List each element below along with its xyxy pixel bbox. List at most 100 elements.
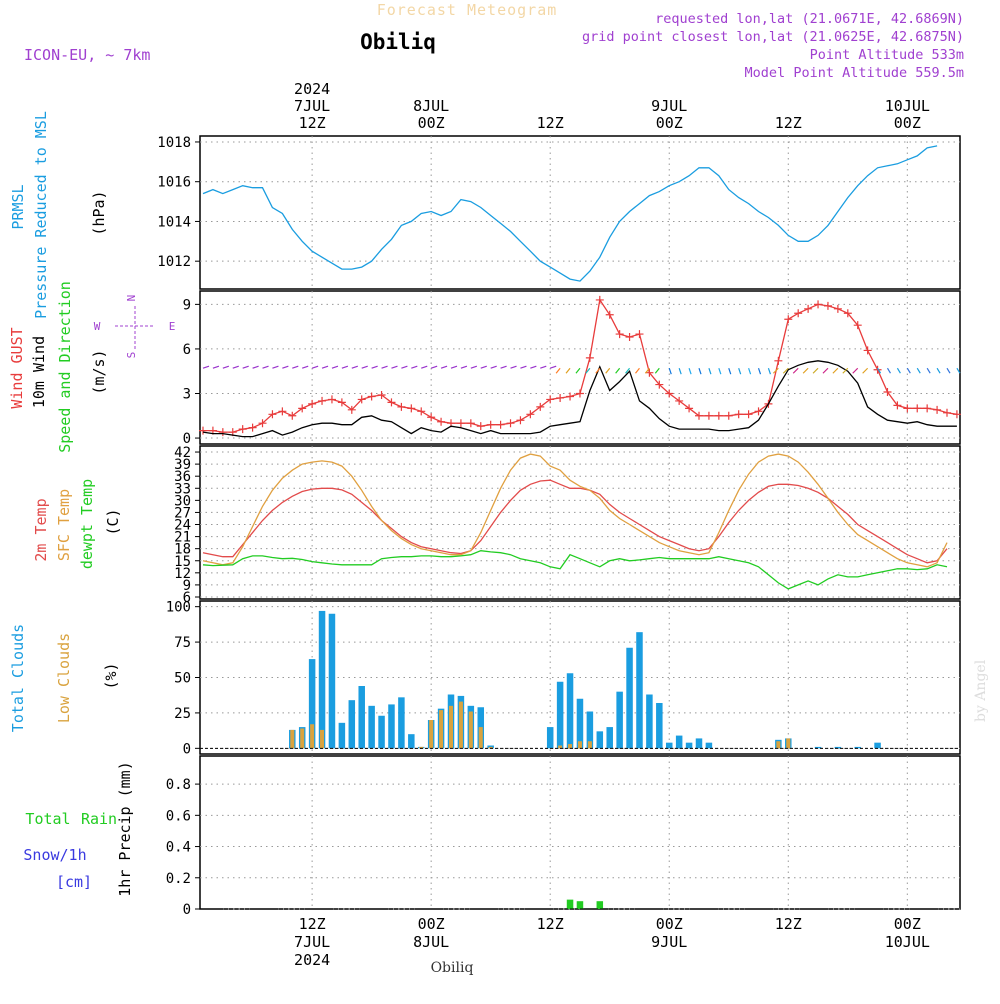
wind-direction-arrow: [341, 365, 349, 369]
pressure-ytick-label: 1012: [157, 254, 191, 270]
gust-point: [724, 411, 733, 420]
gust-point: [774, 356, 783, 365]
wind-direction-arrow: [565, 367, 571, 374]
wind-direction-arrow: [311, 365, 319, 369]
wind-direction-arrow: [926, 367, 931, 374]
bottom-time-label: 12Z: [537, 915, 564, 933]
wind-direction-arrow: [202, 365, 210, 369]
clouds-bar: [368, 705, 375, 749]
gust-point: [337, 398, 346, 407]
temperature-series-line-1: [202, 453, 948, 568]
gust-point: [923, 404, 932, 413]
wind-direction-arrow: [361, 365, 368, 369]
gust-point: [238, 425, 247, 434]
precip-ytick-label: 0.2: [166, 871, 191, 887]
wind-direction-arrow: [500, 365, 507, 369]
wind-ytick-label: 0: [183, 431, 191, 447]
gust-point: [536, 402, 545, 411]
clouds-bar: [776, 741, 781, 749]
bottom-time-label: 7JUL: [294, 933, 330, 951]
wind-direction-arrow: [728, 368, 732, 375]
clouds-bar: [626, 647, 633, 749]
wind-compass: N W E S: [94, 295, 176, 359]
gust-point: [675, 396, 684, 405]
wind-direction-arrow: [906, 367, 911, 374]
pressure-ytick-label: 1018: [157, 135, 191, 151]
gust-point: [278, 407, 287, 416]
gust-point: [417, 407, 426, 416]
gust-point: [704, 411, 713, 420]
temperature-ytick-label: 33: [174, 481, 191, 497]
gust-point: [695, 411, 703, 420]
gust-point: [506, 419, 515, 428]
axis-title: (m/s): [90, 349, 108, 394]
wind-direction-arrow: [421, 365, 428, 369]
bottom-time-label: 00Z: [656, 915, 683, 933]
wind-direction-arrow: [595, 367, 601, 374]
model-label: ICON-EU, ~ 7km: [24, 46, 150, 64]
clouds-bar: [568, 744, 573, 749]
wind-series-line-1: [202, 360, 957, 438]
wind-direction-arrow: [252, 365, 259, 369]
gust-point: [288, 411, 297, 420]
wind-direction-arrow: [351, 365, 358, 369]
precip-ytick-label: 0.4: [166, 840, 191, 856]
clouds-bar: [318, 610, 326, 749]
gust-point: [575, 389, 584, 398]
clouds-bar: [488, 746, 493, 749]
wind-direction-arrow: [792, 367, 799, 374]
clouds-bar: [348, 700, 356, 749]
wind-direction-arrow: [767, 368, 772, 375]
wind-direction-arrow: [371, 365, 378, 369]
wind-direction-arrow: [540, 365, 547, 369]
temperature-ytick-label: 39: [174, 457, 191, 473]
wind-direction-arrow: [748, 368, 752, 375]
panel-precip: 0 0.2 0.4 0.6 0.8: [166, 755, 961, 918]
gust-point: [248, 423, 257, 432]
wind-frame: [199, 290, 961, 445]
clouds-bar: [408, 734, 415, 749]
wind-direction-arrow: [946, 367, 951, 374]
axis-title: Low Clouds: [55, 633, 73, 723]
compass-letter: W: [94, 320, 101, 333]
chart-title: Forecast Meteogram: [377, 1, 558, 19]
gust-point: [784, 315, 793, 324]
clouds-bar: [338, 722, 346, 749]
wind-direction-arrow: [802, 367, 809, 374]
wind-direction-arrow: [510, 365, 517, 369]
wind-direction-arrow: [440, 365, 448, 369]
bottom-time-label: 00Z: [418, 915, 445, 933]
clouds-bar: [320, 729, 325, 749]
wind-direction-arrow: [615, 367, 621, 374]
clouds-ytick-label: 75: [174, 635, 191, 651]
wind-direction-arrow: [738, 368, 742, 375]
wind-direction-arrow: [460, 365, 468, 369]
gust-point: [863, 346, 872, 355]
wind-direction-arrow: [302, 365, 309, 369]
gust-point: [903, 404, 912, 413]
clouds-bar: [546, 727, 554, 749]
axis-title: dewpt Temp: [78, 479, 96, 569]
gust-point: [377, 390, 386, 399]
top-time-label: 2024: [294, 80, 330, 98]
wind-direction-arrow: [852, 367, 859, 374]
wind-direction-arrow: [490, 365, 497, 369]
clouds-bar: [587, 741, 592, 749]
clouds-bar: [636, 632, 643, 749]
precip-legend-label: Total: [25, 810, 70, 828]
panel-clouds: 0 25 50 75 100: [166, 600, 961, 757]
precip-bar: [596, 901, 604, 909]
top-time-label: 10JUL: [885, 97, 930, 115]
gust-point: [794, 309, 803, 318]
wind-ytick-label: 9: [183, 297, 191, 313]
wind-direction-arrow: [262, 365, 269, 369]
gust-point: [585, 353, 594, 362]
pressure-ytick-label: 1014: [157, 214, 191, 230]
gust-point: [566, 392, 575, 401]
gust-point: [843, 309, 852, 318]
gust-point: [318, 396, 327, 405]
gust-point: [804, 304, 813, 313]
clouds-bar: [695, 738, 703, 749]
